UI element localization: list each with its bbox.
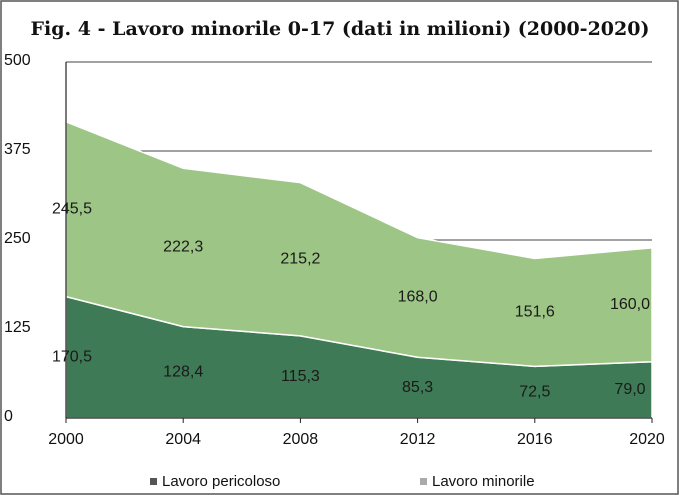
x-tick-label: 2004 [165,431,201,448]
x-tick-label: 2012 [400,431,436,448]
chart-title: Fig. 4 - Lavoro minorile 0-17 (dati in m… [31,18,650,40]
data-label: 168,0 [398,289,438,306]
data-label: 79,0 [614,381,645,398]
legend-label: Lavoro pericoloso [162,473,280,490]
data-label: 215,2 [280,251,320,268]
data-label: 72,5 [519,383,550,400]
area [65,120,653,368]
x-tick-label: 2016 [517,431,553,448]
data-label: 160,0 [610,296,650,313]
data-label: 245,5 [52,200,92,217]
y-tick-label: 250 [4,230,31,247]
legend-swatch [420,478,427,485]
y-tick-label: 0 [4,408,13,425]
data-label: 128,4 [163,364,203,381]
data-label: 151,6 [515,304,555,321]
legend-swatch [150,478,157,485]
data-label: 170,5 [52,349,92,366]
y-tick-label: 125 [4,319,31,336]
y-tick-label: 375 [4,141,31,158]
x-tick-label: 2000 [48,431,84,448]
x-tick-label: 2020 [629,431,665,448]
data-label: 115,3 [281,368,320,385]
y-tick-label: 500 [4,52,31,69]
x-tick-label: 2008 [283,431,319,448]
legend-label: Lavoro minorile [432,473,535,490]
data-label: 222,3 [163,239,203,256]
data-label: 85,3 [402,379,433,396]
